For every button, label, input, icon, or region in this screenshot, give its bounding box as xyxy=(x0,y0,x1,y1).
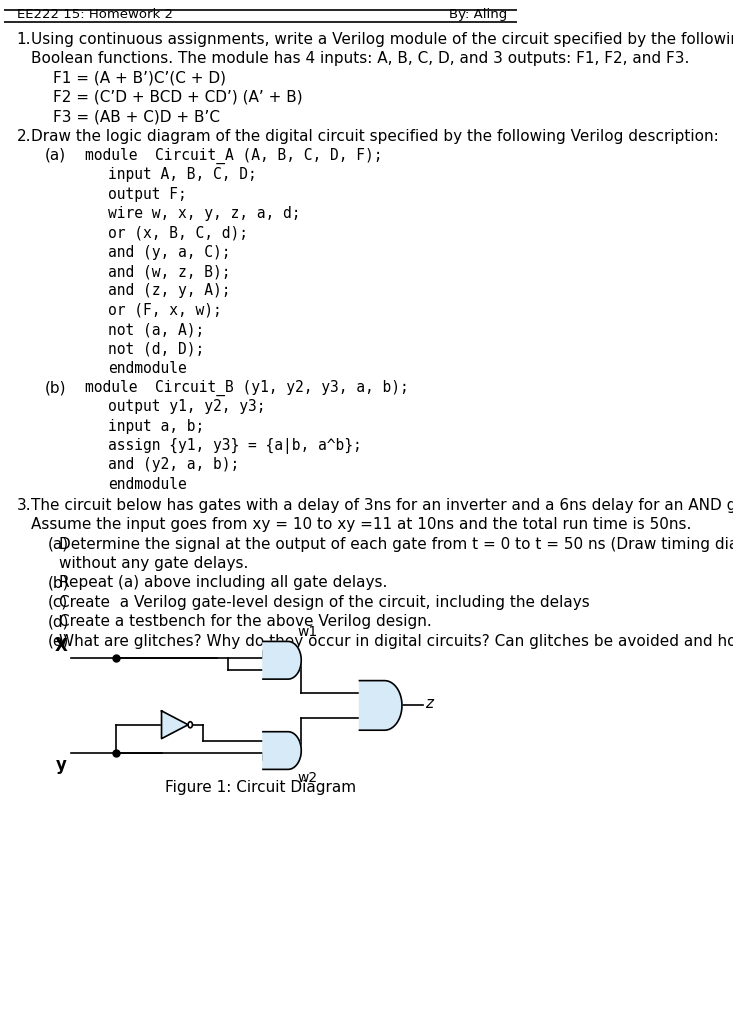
Text: without any gate delays.: without any gate delays. xyxy=(59,556,248,571)
Text: and (y, a, C);: and (y, a, C); xyxy=(108,245,230,260)
Text: or (x, B, C, d);: or (x, B, C, d); xyxy=(108,225,248,241)
Text: w2: w2 xyxy=(298,771,318,785)
Text: (c): (c) xyxy=(48,595,67,610)
Circle shape xyxy=(188,722,193,728)
Text: Repeat (a) above including all gate delays.: Repeat (a) above including all gate dela… xyxy=(59,575,387,591)
Text: Draw the logic diagram of the digital circuit specified by the following Verilog: Draw the logic diagram of the digital ci… xyxy=(31,129,718,143)
Text: Create  a Verilog gate-level design of the circuit, including the delays: Create a Verilog gate-level design of th… xyxy=(59,595,589,610)
Text: or (F, x, w);: or (F, x, w); xyxy=(108,303,221,317)
Polygon shape xyxy=(359,681,402,730)
Polygon shape xyxy=(263,732,301,769)
Text: Assume the input goes from xy = 10 to xy =11 at 10ns and the total run time is 5: Assume the input goes from xy = 10 to xy… xyxy=(31,517,691,532)
Text: input a, b;: input a, b; xyxy=(108,419,204,434)
Text: F2 = (C’D + BCD + CD’) (A’ + B): F2 = (C’D + BCD + CD’) (A’ + B) xyxy=(53,90,303,105)
Text: and (z, y, A);: and (z, y, A); xyxy=(108,284,230,298)
Text: and (w, z, B);: and (w, z, B); xyxy=(108,264,230,279)
Text: (a): (a) xyxy=(48,537,69,552)
Text: y: y xyxy=(56,756,67,773)
Text: Figure 1: Circuit Diagram: Figure 1: Circuit Diagram xyxy=(165,780,356,796)
Text: F1 = (A + B’)C’(C + D): F1 = (A + B’)C’(C + D) xyxy=(53,71,226,86)
Text: (e): (e) xyxy=(48,634,69,648)
Text: (b): (b) xyxy=(48,575,69,591)
Text: module  Circuit_A (A, B, C, D, F);: module Circuit_A (A, B, C, D, F); xyxy=(84,148,382,164)
Text: assign {y1, y3} = {a|b, a^b};: assign {y1, y3} = {a|b, a^b}; xyxy=(108,438,361,454)
Text: module  Circuit_B (y1, y2, y3, a, b);: module Circuit_B (y1, y2, y3, a, b); xyxy=(84,380,408,396)
Text: output F;: output F; xyxy=(108,186,186,202)
Text: output y1, y2, y3;: output y1, y2, y3; xyxy=(108,399,265,415)
Text: endmodule: endmodule xyxy=(108,477,186,492)
Text: w1: w1 xyxy=(298,626,318,639)
Text: wire w, x, y, z, a, d;: wire w, x, y, z, a, d; xyxy=(108,206,301,221)
Text: Using continuous assignments, write a Verilog module of the circuit specified by: Using continuous assignments, write a Ve… xyxy=(31,32,733,47)
Text: The circuit below has gates with a delay of 3ns for an inverter and a 6ns delay : The circuit below has gates with a delay… xyxy=(31,498,733,513)
Text: (d): (d) xyxy=(48,614,69,629)
Text: not (d, D);: not (d, D); xyxy=(108,341,204,356)
Text: (b): (b) xyxy=(45,380,66,395)
Text: endmodule: endmodule xyxy=(108,360,186,376)
Text: EE222 15: Homework 2: EE222 15: Homework 2 xyxy=(17,7,173,20)
Text: What are glitches? Why do they occur in digital circuits? Can glitches be avoide: What are glitches? Why do they occur in … xyxy=(59,634,733,648)
Text: (a): (a) xyxy=(45,148,66,163)
Text: 3.: 3. xyxy=(17,498,32,513)
Text: By: Aling: By: Aling xyxy=(449,7,508,20)
Text: X: X xyxy=(54,637,67,655)
Text: Determine the signal at the output of each gate from t = 0 to t = 50 ns (Draw ti: Determine the signal at the output of ea… xyxy=(59,537,733,552)
Polygon shape xyxy=(161,711,188,738)
Text: 2.: 2. xyxy=(17,129,32,143)
Text: z: z xyxy=(425,696,433,711)
Text: Create a testbench for the above Verilog design.: Create a testbench for the above Verilog… xyxy=(59,614,432,629)
Text: and (y2, a, b);: and (y2, a, b); xyxy=(108,458,239,472)
Text: F3 = (AB + C)D + B’C: F3 = (AB + C)D + B’C xyxy=(53,110,220,124)
Text: Boolean functions. The module has 4 inputs: A, B, C, D, and 3 outputs: F1, F2, a: Boolean functions. The module has 4 inpu… xyxy=(31,51,689,67)
Text: input A, B, C, D;: input A, B, C, D; xyxy=(108,167,257,182)
Text: not (a, A);: not (a, A); xyxy=(108,323,204,337)
Text: 1.: 1. xyxy=(17,32,32,47)
Polygon shape xyxy=(263,641,301,679)
